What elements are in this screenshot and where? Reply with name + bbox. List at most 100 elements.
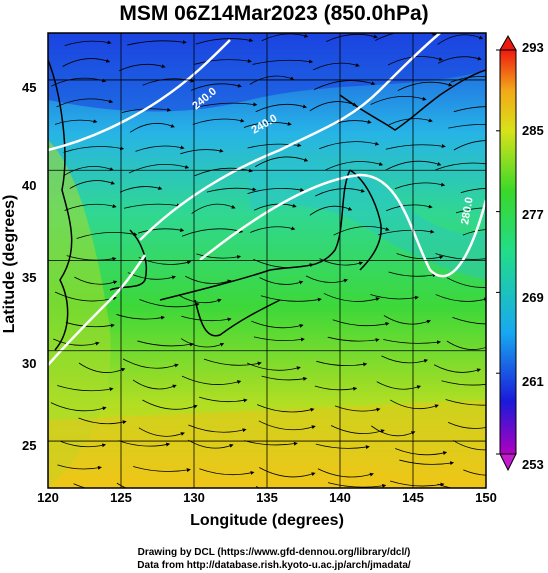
- streamline: [383, 315, 431, 325]
- streamline: [181, 375, 242, 385]
- streamline: [446, 277, 486, 288]
- streamline: [389, 480, 445, 487]
- streamline: [255, 103, 307, 113]
- streamline: [437, 34, 484, 45]
- streamline: [435, 294, 486, 302]
- streamline: [309, 205, 353, 216]
- streamline: [132, 466, 191, 473]
- streamline: [314, 188, 365, 197]
- drawing-credit: Drawing by DCL (https://www.gfd-dennou.o…: [137, 547, 411, 558]
- streamline: [76, 231, 138, 239]
- streamline: [63, 165, 114, 177]
- streamline: [119, 186, 163, 193]
- streamline: [194, 58, 252, 65]
- streamline: [325, 161, 384, 171]
- streamline: [370, 95, 427, 105]
- streamline: [260, 295, 322, 302]
- streamline: [305, 275, 348, 283]
- streamline: [118, 440, 171, 447]
- streamline: [371, 425, 416, 437]
- streamline: [188, 424, 247, 433]
- contour-label: 280.0: [459, 196, 476, 225]
- streamline: [132, 379, 177, 390]
- streamline: [254, 156, 309, 168]
- streamline: [323, 293, 380, 302]
- streamline: [450, 76, 486, 83]
- y-tick-label: 25: [22, 438, 37, 453]
- streamline: [441, 380, 486, 386]
- streamline: [73, 483, 134, 488]
- streamline: [384, 160, 442, 171]
- streamline: [448, 123, 486, 129]
- streamline: [247, 143, 302, 149]
- colorbar-tick-label: 269: [522, 290, 544, 305]
- streamline: [437, 56, 482, 64]
- streamline: [433, 364, 481, 373]
- streamline: [463, 469, 486, 476]
- streamline: [445, 399, 486, 406]
- streamline: [192, 118, 245, 125]
- streamline: [195, 38, 254, 45]
- streamline: [142, 399, 198, 410]
- x-tick-label: 125: [110, 490, 132, 505]
- streamline: [435, 253, 486, 260]
- streamline: [137, 228, 185, 234]
- streamline: [139, 299, 200, 308]
- streamline: [54, 119, 98, 125]
- x-tick-label: 140: [329, 490, 351, 505]
- streamline: [446, 340, 486, 350]
- streamline: [453, 106, 486, 113]
- streamline: [259, 277, 304, 285]
- streamline: [122, 358, 179, 369]
- streamline: [63, 146, 125, 153]
- streamline: [199, 468, 255, 476]
- streamline: [185, 275, 232, 284]
- streamline: [247, 187, 305, 194]
- streamline: [395, 448, 448, 456]
- x-tick-label: 135: [256, 490, 278, 505]
- x-tick-label: 120: [37, 490, 59, 505]
- colorbar-tick-label: 277: [522, 207, 544, 222]
- streamline: [74, 276, 118, 285]
- streamline: [78, 362, 126, 373]
- data-credit: Data from http://database.rish.kyoto-u.a…: [137, 560, 411, 571]
- streamline: [138, 427, 185, 437]
- streamline: [181, 228, 244, 237]
- y-tick-label: 30: [22, 356, 37, 371]
- streamline: [317, 468, 374, 478]
- streamline: [453, 140, 486, 151]
- streamline: [462, 229, 486, 236]
- streamline: [123, 203, 181, 209]
- x-tick-label: 150: [475, 490, 497, 505]
- streamline: [65, 322, 115, 328]
- streamline: [195, 102, 258, 108]
- streamline: [394, 182, 446, 190]
- colorbar: [496, 34, 517, 472]
- streamline: [252, 59, 314, 65]
- coastlines: [48, 59, 486, 351]
- streamline: [325, 33, 378, 42]
- streamline: [56, 98, 114, 108]
- streamline: [460, 188, 486, 194]
- colorbar-tick-label: 261: [522, 374, 544, 389]
- streamline: [316, 360, 368, 367]
- streamline: [327, 336, 380, 342]
- streamline: [57, 464, 102, 470]
- colorbar-tick-label: 285: [522, 123, 544, 138]
- streamline: [64, 40, 112, 46]
- streamline: [137, 340, 194, 347]
- warm-west-region: [48, 140, 111, 488]
- streamline: [116, 482, 162, 488]
- y-tick-label: 45: [22, 80, 37, 95]
- streamline: [314, 385, 358, 391]
- streamline: [69, 180, 116, 189]
- x-axis-label: Longitude (degrees): [190, 512, 344, 529]
- isotherm-contours: [48, 33, 486, 366]
- streamline: [127, 40, 187, 46]
- streamline: [249, 75, 295, 85]
- colorbar-scale: [499, 49, 517, 455]
- streamline: [187, 439, 234, 449]
- graticule: [48, 33, 486, 488]
- streamline: [455, 207, 486, 214]
